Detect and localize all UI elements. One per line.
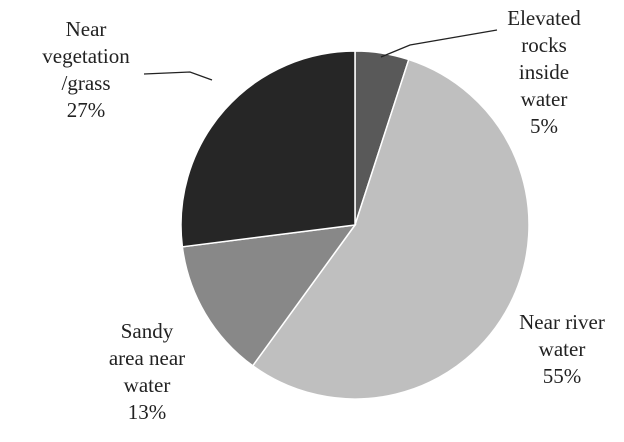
data-label-line: area near [109,346,185,370]
data-label-line: vegetation [42,44,130,68]
data-label-line: Near river [519,310,605,334]
data-labels: Elevated rocks inside water 5% Near river wate… [42,6,605,424]
pie-slice-near-river-water [251,58,530,400]
data-label-elevated-rocks: Elevated rocks inside water 5% [507,6,581,138]
leader-lines [143,29,498,81]
data-label-near-river-water: Near river water 55% [519,310,605,388]
data-label-line: water [539,337,586,361]
data-label-line: 27% [67,98,106,122]
data-label-line: Sandy [121,319,174,343]
data-label-near-vegetation: Near vegetation/grass 27% [42,17,130,122]
data-label-line: inside [519,60,569,84]
data-label-line: 55% [543,364,582,388]
pie-slice-near-vegetation [180,50,356,248]
pie-slice-sandy-area [181,224,357,367]
data-label-line: Elevated [507,6,581,30]
data-label-line: 5% [530,114,558,138]
pie-slices [180,50,530,400]
leader-line-elevated-rocks [380,29,498,58]
data-label-line: 13% [128,400,167,424]
data-label-line: water [521,87,568,111]
data-label-line: /grass [62,71,111,95]
data-label-line: water [124,373,171,397]
data-label-line: Near [66,17,107,41]
leader-line-near-vegetation [143,71,213,81]
data-label-sandy-area: Sandy area near water 13% [109,319,185,424]
data-label-line: rocks [521,33,567,57]
